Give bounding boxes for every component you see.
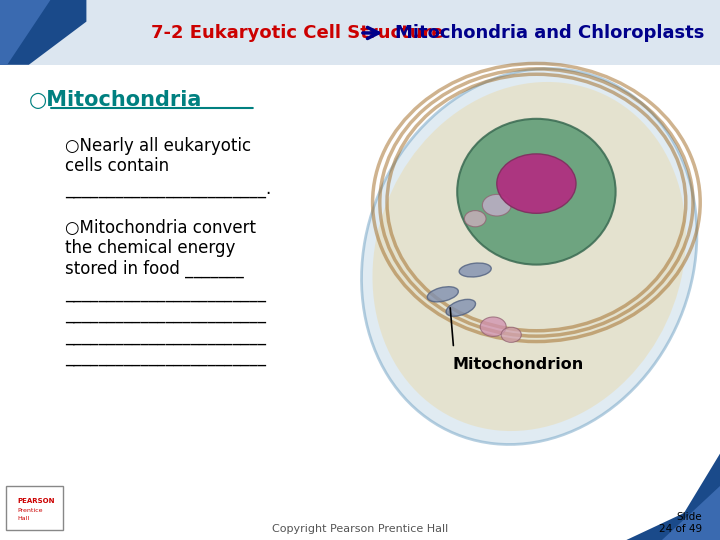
Text: Hall: Hall <box>17 516 30 521</box>
Circle shape <box>464 211 486 227</box>
Ellipse shape <box>446 299 475 316</box>
Text: Prentice: Prentice <box>17 508 42 513</box>
Text: the chemical energy: the chemical energy <box>65 239 235 258</box>
Ellipse shape <box>361 69 697 444</box>
Ellipse shape <box>459 263 491 277</box>
Polygon shape <box>626 454 720 540</box>
Circle shape <box>497 154 576 213</box>
FancyBboxPatch shape <box>6 486 63 530</box>
Polygon shape <box>0 0 86 65</box>
Polygon shape <box>662 486 720 540</box>
Ellipse shape <box>372 82 686 431</box>
Text: ________________________: ________________________ <box>65 305 266 323</box>
Text: Mitochondrion: Mitochondrion <box>452 357 583 372</box>
Text: ○Nearly all eukaryotic: ○Nearly all eukaryotic <box>65 137 251 155</box>
Circle shape <box>501 327 521 342</box>
Text: PEARSON: PEARSON <box>17 498 55 504</box>
Text: ________________________.: ________________________. <box>65 180 271 198</box>
FancyBboxPatch shape <box>0 0 720 65</box>
Ellipse shape <box>457 119 616 265</box>
Polygon shape <box>0 0 50 65</box>
Text: 7-2 Eukaryotic Cell Structure: 7-2 Eukaryotic Cell Structure <box>151 24 444 42</box>
Circle shape <box>480 317 506 336</box>
Ellipse shape <box>427 287 459 302</box>
Text: ○Mitochondria: ○Mitochondria <box>29 90 202 110</box>
Text: ________________________: ________________________ <box>65 327 266 345</box>
Text: ________________________: ________________________ <box>65 348 266 367</box>
Text: stored in food _______: stored in food _______ <box>65 260 243 278</box>
Text: ○Mitochondria convert: ○Mitochondria convert <box>65 219 256 237</box>
Text: Copyright Pearson Prentice Hall: Copyright Pearson Prentice Hall <box>272 524 448 534</box>
Text: Slide
24 of 49: Slide 24 of 49 <box>659 511 702 534</box>
Circle shape <box>482 194 511 216</box>
Text: cells contain: cells contain <box>65 157 169 176</box>
Text: ________________________: ________________________ <box>65 284 266 302</box>
Text: Mitochondria and Chloroplasts: Mitochondria and Chloroplasts <box>395 24 704 42</box>
